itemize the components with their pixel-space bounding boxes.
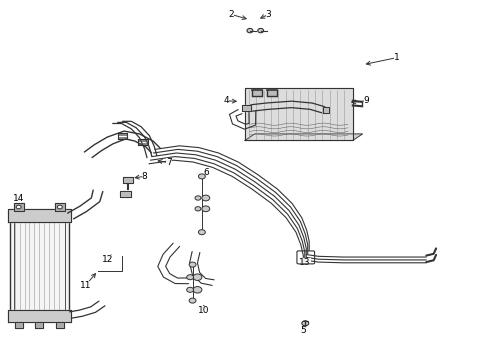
Text: 4: 4 [223, 96, 229, 105]
Circle shape [16, 205, 21, 209]
Text: 7: 7 [166, 158, 172, 167]
Text: 11: 11 [80, 281, 92, 289]
Circle shape [198, 174, 205, 179]
Circle shape [247, 28, 253, 33]
Text: 1: 1 [394, 53, 400, 62]
Text: 2: 2 [228, 10, 234, 19]
Polygon shape [55, 203, 65, 211]
Polygon shape [252, 90, 262, 96]
Polygon shape [120, 191, 131, 197]
Text: 9: 9 [364, 96, 369, 105]
Circle shape [193, 274, 202, 280]
Text: 14: 14 [13, 194, 24, 203]
Circle shape [195, 207, 201, 211]
Circle shape [198, 230, 205, 235]
Circle shape [202, 195, 210, 201]
Circle shape [57, 205, 62, 209]
Polygon shape [8, 209, 71, 222]
Text: 8: 8 [142, 172, 147, 181]
Circle shape [258, 28, 264, 33]
Text: 10: 10 [198, 306, 210, 315]
Circle shape [189, 262, 196, 267]
Text: 3: 3 [266, 10, 271, 19]
Polygon shape [10, 212, 69, 319]
Circle shape [189, 298, 196, 303]
Circle shape [202, 206, 210, 212]
Polygon shape [323, 107, 329, 113]
Polygon shape [14, 203, 24, 211]
Polygon shape [8, 310, 71, 322]
Text: 12: 12 [102, 256, 114, 264]
Text: 13: 13 [299, 258, 311, 267]
Text: 6: 6 [203, 168, 209, 177]
Circle shape [195, 196, 201, 200]
Polygon shape [245, 88, 353, 140]
Polygon shape [123, 177, 133, 183]
Polygon shape [242, 105, 251, 111]
Circle shape [302, 321, 309, 326]
Circle shape [187, 275, 194, 280]
Polygon shape [15, 322, 23, 328]
Circle shape [193, 287, 202, 293]
Polygon shape [35, 322, 43, 328]
Polygon shape [267, 90, 277, 96]
Circle shape [187, 287, 194, 292]
Text: 5: 5 [300, 326, 306, 335]
Polygon shape [56, 322, 64, 328]
Polygon shape [245, 134, 363, 140]
